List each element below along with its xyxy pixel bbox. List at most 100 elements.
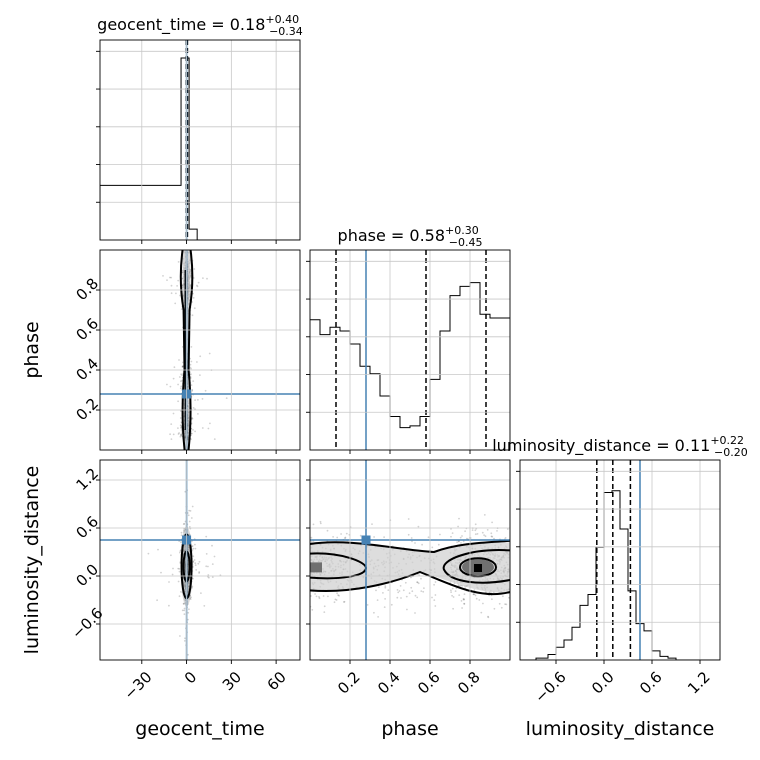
sample-point: [493, 537, 495, 540]
sample-point: [187, 653, 189, 656]
sample-point: [359, 534, 362, 537]
sample-point: [194, 430, 197, 433]
sample-point: [333, 601, 336, 604]
sample-point: [478, 599, 481, 601]
sample-point: [197, 413, 199, 415]
sample-point: [318, 597, 321, 600]
sample-point: [373, 536, 375, 538]
sample-point: [170, 276, 173, 279]
sample-point: [198, 572, 201, 574]
scatter-points: [162, 251, 228, 441]
sample-point: [211, 576, 214, 578]
x-tick-label: −30: [120, 668, 155, 703]
sample-point: [170, 423, 173, 425]
sample-point: [414, 594, 417, 597]
sample-point: [451, 587, 454, 590]
y-tick-label: −0.6: [68, 604, 106, 642]
sample-point: [192, 429, 194, 431]
sample-point: [311, 609, 314, 611]
sample-point: [460, 542, 462, 544]
sample-point: [491, 598, 493, 601]
sample-point: [474, 533, 477, 536]
sample-point: [420, 577, 422, 580]
sample-point: [384, 585, 387, 587]
sample-point: [463, 603, 466, 605]
sample-point: [181, 609, 184, 612]
sample-point: [414, 612, 416, 614]
sample-point: [486, 529, 489, 531]
x-tick-label: 0.8: [454, 668, 484, 698]
sample-point: [175, 292, 177, 295]
sample-point: [472, 593, 475, 596]
sample-point: [343, 601, 345, 603]
sample-point: [199, 355, 202, 358]
sample-point: [491, 521, 493, 524]
sample-point: [312, 523, 315, 526]
sample-point: [396, 596, 399, 599]
sample-point: [181, 366, 184, 368]
y-axis-label: phase: [21, 321, 43, 378]
sample-point: [377, 586, 380, 588]
sample-point: [490, 532, 493, 535]
sample-point: [179, 417, 182, 419]
panel-content: [310, 250, 510, 450]
sample-point: [179, 424, 182, 427]
sample-point: [508, 596, 510, 599]
sample-point: [431, 596, 433, 599]
sample-point: [147, 552, 150, 555]
sample-point: [502, 595, 504, 598]
x-tick-label: 30: [219, 668, 245, 694]
sample-point: [182, 523, 185, 525]
sample-point: [194, 399, 197, 401]
sample-point: [411, 540, 413, 543]
sample-point: [407, 533, 410, 536]
sample-point: [194, 564, 197, 566]
sample-point: [188, 526, 191, 528]
sample-point: [461, 607, 463, 609]
x-tick-label: −0.6: [531, 668, 569, 706]
sample-point: [182, 602, 185, 605]
panel-border: [309, 249, 511, 451]
sample-point: [195, 569, 198, 571]
sample-point: [344, 537, 346, 540]
y-tick-label: 0.8: [72, 274, 102, 304]
sample-point: [192, 561, 195, 563]
sample-point: [180, 591, 182, 593]
panel-content: [520, 460, 720, 660]
sample-point: [190, 438, 192, 440]
sample-point: [474, 594, 477, 597]
sample-point: [178, 432, 181, 434]
x-axis-label: geocent_time: [135, 718, 264, 740]
sample-point: [184, 637, 186, 640]
sample-point: [451, 532, 454, 534]
density-peak: [474, 564, 482, 572]
sample-point: [183, 607, 186, 610]
sample-point: [463, 598, 466, 601]
sample-point: [462, 540, 465, 543]
x-tick-label: 0.0: [588, 668, 618, 698]
sample-point: [197, 562, 200, 565]
sample-point: [191, 545, 194, 547]
sample-point: [194, 543, 196, 546]
sample-point: [180, 434, 183, 436]
sample-point: [205, 553, 208, 555]
panel-content: [100, 40, 300, 240]
panel-title: geocent_time = 0.18+0.40 −0.34: [97, 13, 303, 38]
sample-point: [177, 567, 180, 570]
title-value: geocent_time = 0.18: [97, 15, 265, 35]
sample-point: [192, 547, 195, 550]
sample-point: [417, 525, 420, 528]
sample-point: [434, 605, 437, 607]
sample-point: [483, 514, 486, 516]
sample-point: [191, 505, 194, 508]
contour-line: [442, 549, 510, 584]
sample-point: [397, 591, 400, 594]
sample-point: [183, 609, 186, 612]
sample-point: [190, 360, 193, 363]
sample-point: [315, 595, 318, 598]
sample-point: [416, 596, 419, 599]
sample-point: [481, 531, 484, 534]
sample-point: [160, 571, 162, 574]
sample-point: [375, 589, 377, 592]
sample-point: [172, 377, 175, 380]
